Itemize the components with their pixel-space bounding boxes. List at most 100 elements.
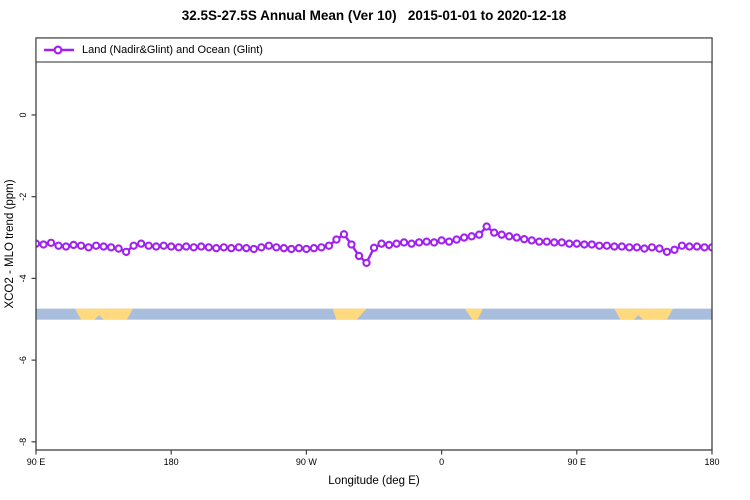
data-point-marker xyxy=(332,235,341,244)
data-point-marker xyxy=(46,238,56,248)
data-point-marker xyxy=(137,239,146,248)
data-point-marker xyxy=(129,241,138,250)
data-point-marker xyxy=(272,243,281,252)
data-point-marker xyxy=(557,238,566,247)
ocean-band-segment xyxy=(36,308,712,320)
ocean-notch xyxy=(94,315,104,320)
x-tick-label: 0 xyxy=(439,457,444,467)
data-point-marker xyxy=(407,239,416,248)
land-ocean-band xyxy=(36,308,712,320)
data-point-marker xyxy=(625,243,634,252)
data-point-marker xyxy=(249,244,258,254)
data-point-marker xyxy=(429,238,439,247)
data-point-marker xyxy=(677,241,687,250)
data-point-marker xyxy=(527,236,536,245)
data-point-marker xyxy=(700,243,709,252)
data-point-marker xyxy=(632,243,642,252)
x-axis: 90 E 180 90 W 0 90 E 180 xyxy=(27,450,720,467)
data-point-marker xyxy=(84,243,93,252)
data-point-marker xyxy=(490,228,499,237)
x-tick-label: 180 xyxy=(164,457,179,467)
data-point-marker xyxy=(572,239,581,248)
data-point-marker xyxy=(219,243,228,252)
data-point-marker xyxy=(565,239,574,248)
x-axis-label: Longitude (deg E) xyxy=(328,475,420,487)
data-point-marker xyxy=(467,232,476,241)
series-land-ocean xyxy=(36,222,712,268)
data-point-marker xyxy=(685,242,694,251)
data-point-marker xyxy=(167,242,176,251)
data-point-marker xyxy=(279,244,289,253)
data-point-marker xyxy=(287,244,296,254)
data-point-marker xyxy=(444,237,454,246)
land-band-segment-south-america xyxy=(332,308,367,320)
data-point-marker xyxy=(242,244,251,253)
data-point-marker xyxy=(302,244,311,254)
data-point-marker xyxy=(99,242,108,251)
x-tick-label: 90 W xyxy=(296,457,318,467)
ocean-notch xyxy=(633,315,643,320)
data-point-marker xyxy=(152,242,161,251)
data-point-marker xyxy=(377,239,386,248)
data-point-marker xyxy=(640,244,649,253)
data-point-marker xyxy=(212,244,221,253)
data-point-marker xyxy=(692,242,702,251)
data-point-marker xyxy=(670,245,679,254)
chart-title: 32.5S-27.5S Annual Mean (Ver 10) 2015-01… xyxy=(181,8,567,23)
data-point-marker xyxy=(324,241,334,250)
data-point-marker xyxy=(174,243,183,252)
y-axis: 0 -2 -4 -6 -8 xyxy=(18,112,36,446)
data-point-marker xyxy=(227,244,236,253)
data-point-marker xyxy=(505,232,514,241)
y-axis-label: XCO2 - MLO trend (ppm) xyxy=(4,179,16,309)
y-tick-label: -2 xyxy=(18,193,28,201)
land-band-segment-africa xyxy=(464,308,483,320)
data-point-marker xyxy=(535,237,544,246)
data-point-marker xyxy=(602,241,611,250)
data-point-marker xyxy=(204,243,213,252)
data-point-marker xyxy=(309,244,319,253)
data-point-marker xyxy=(182,242,191,251)
data-point-marker xyxy=(647,243,657,252)
data-point-marker xyxy=(475,230,484,239)
data-point-marker xyxy=(121,247,131,256)
data-point-marker xyxy=(69,240,78,250)
data-point-marker xyxy=(294,244,304,253)
data-point-marker xyxy=(347,240,356,249)
data-point-marker xyxy=(76,241,86,250)
data-point-marker xyxy=(54,241,63,250)
data-point-marker xyxy=(257,243,266,252)
data-point-marker xyxy=(707,243,712,252)
data-point-marker xyxy=(617,242,627,251)
data-point-marker xyxy=(452,235,461,244)
data-point-marker xyxy=(234,243,243,252)
data-point-marker xyxy=(354,251,364,261)
y-tick-label: -4 xyxy=(18,274,28,282)
data-point-marker xyxy=(512,233,521,242)
data-point-marker xyxy=(159,241,168,250)
data-point-marker xyxy=(144,241,153,250)
y-tick-label: -8 xyxy=(18,438,28,446)
legend-box xyxy=(35,37,713,63)
y-tick-label: 0 xyxy=(18,112,28,117)
data-point-marker xyxy=(106,243,116,252)
data-point-marker xyxy=(422,237,431,246)
data-point-marker xyxy=(189,243,198,252)
data-point-marker xyxy=(399,238,409,247)
data-point-marker xyxy=(384,240,394,250)
legend-marker-icon xyxy=(53,45,63,55)
data-point-marker xyxy=(497,230,506,239)
data-point-marker xyxy=(414,238,424,247)
data-point-marker xyxy=(91,241,101,250)
x-tick-label: 180 xyxy=(704,457,719,467)
data-point-marker xyxy=(587,240,596,249)
data-point-marker xyxy=(264,241,273,250)
data-point-marker xyxy=(482,222,491,231)
land-band-segment-australia-repeat xyxy=(614,308,673,320)
data-point-marker xyxy=(339,230,349,239)
data-point-marker xyxy=(317,243,326,252)
data-point-marker xyxy=(520,235,529,244)
data-point-marker xyxy=(580,240,589,249)
